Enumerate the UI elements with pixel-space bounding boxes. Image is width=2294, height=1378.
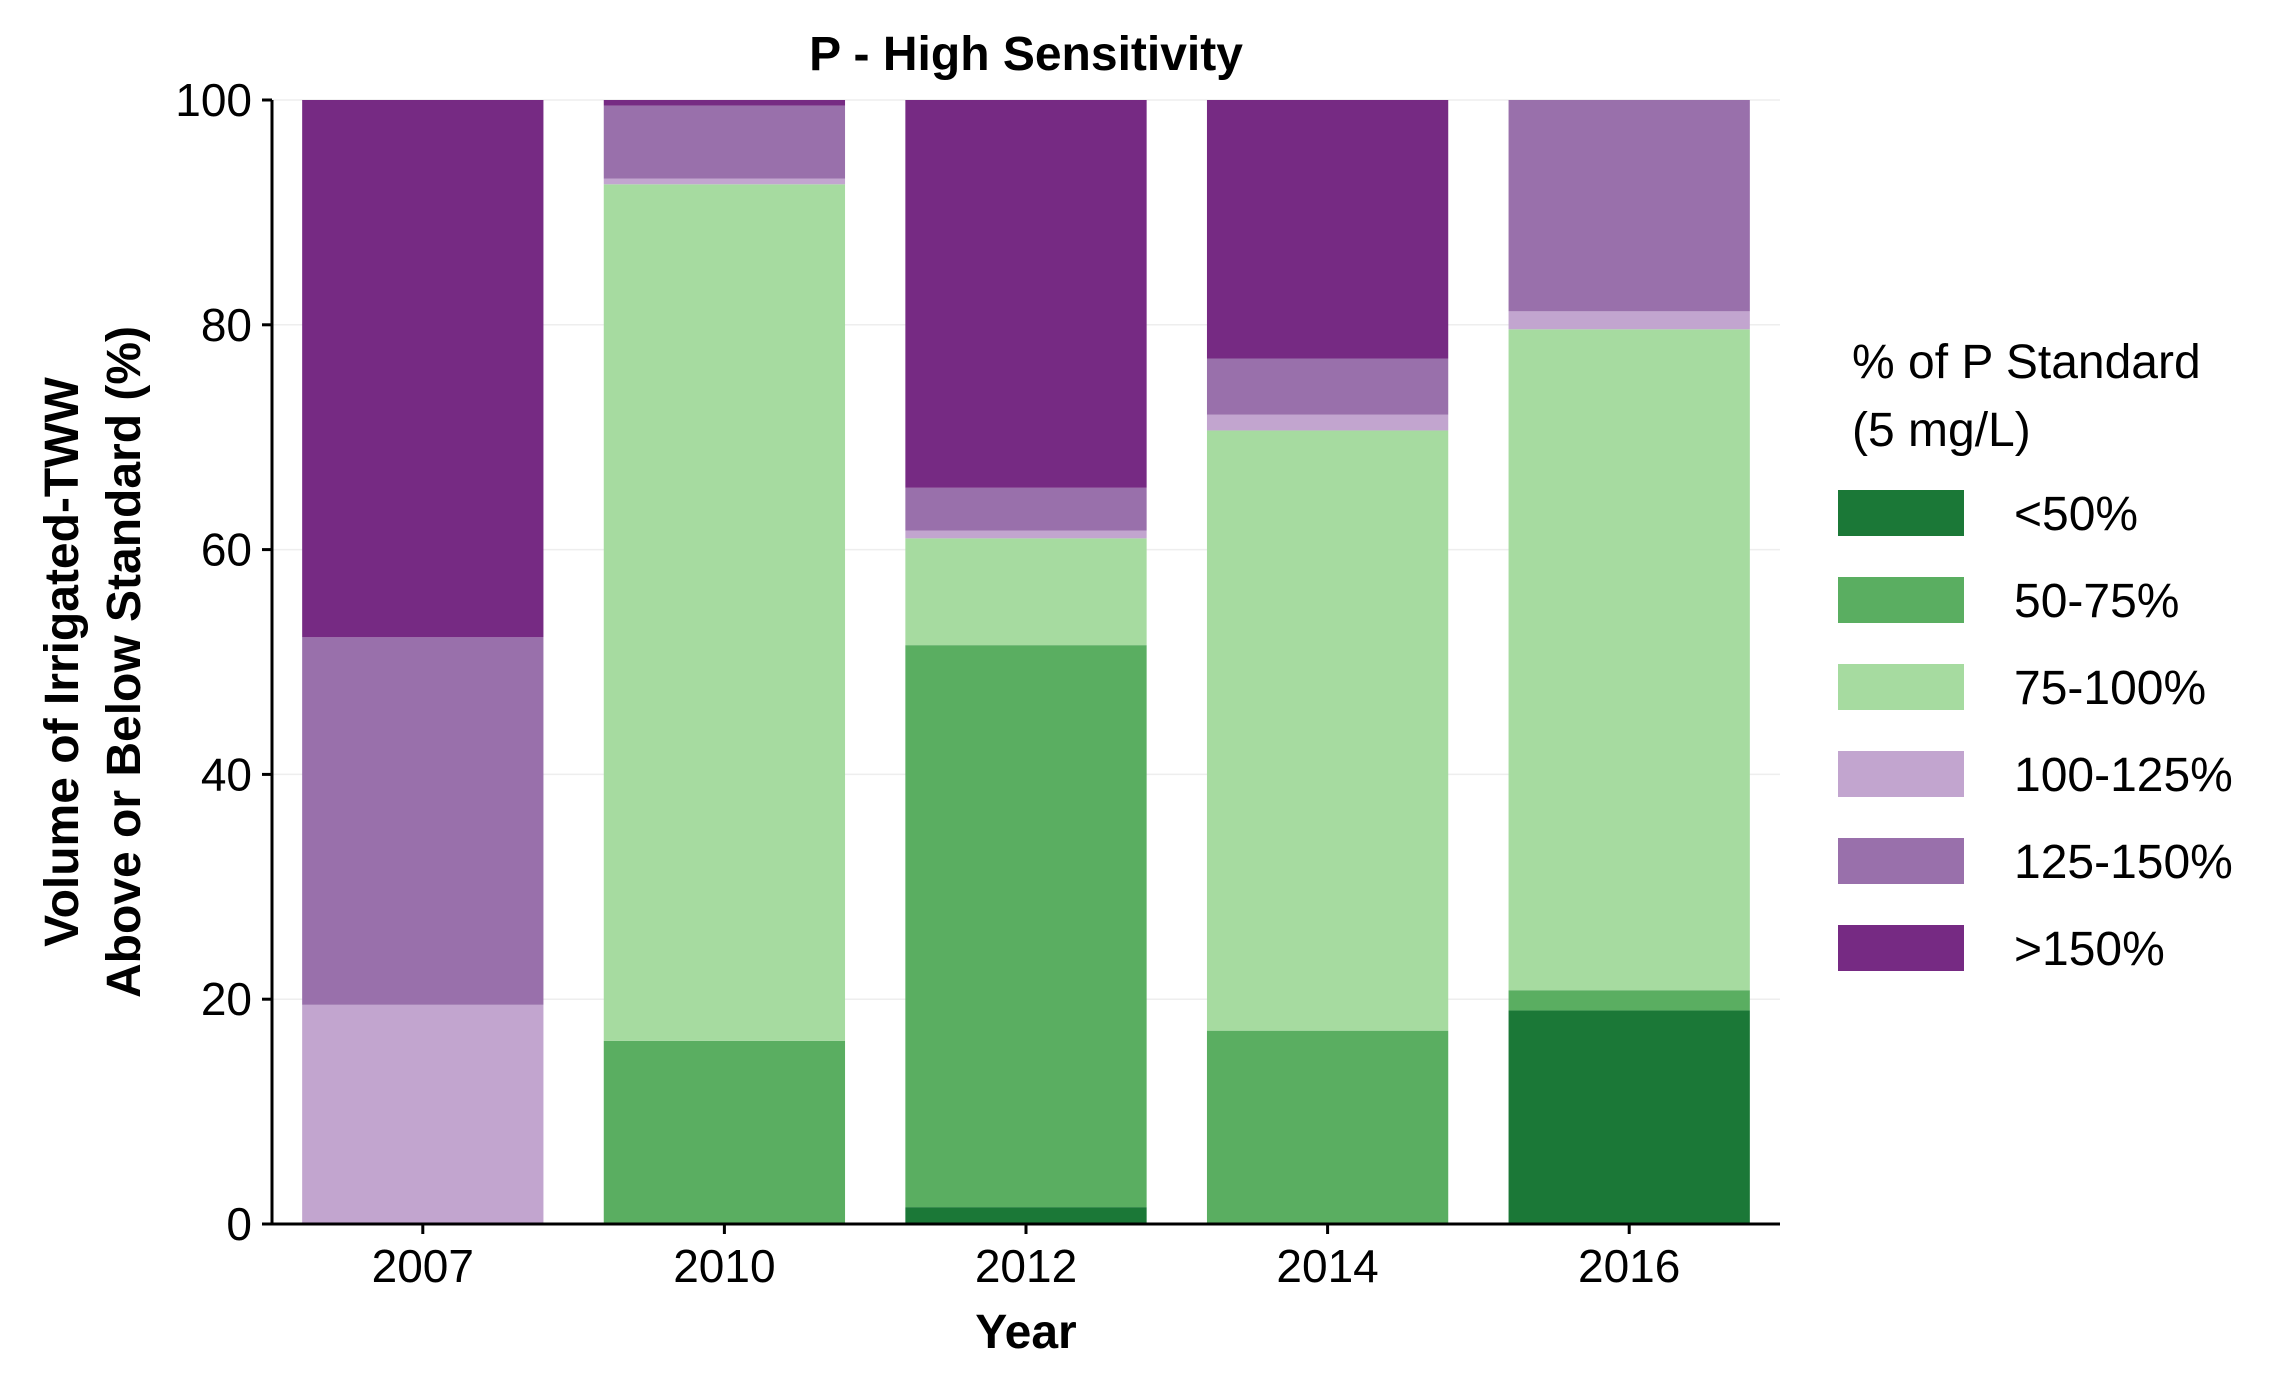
bar-segment xyxy=(302,100,544,638)
bar-segment xyxy=(905,645,1147,1208)
legend-title-line-2: (5 mg/L) xyxy=(1852,404,2031,457)
bar-segment xyxy=(905,100,1147,488)
bar-segment xyxy=(1206,430,1449,1031)
legend: % of P Standard (5 mg/L) <50% 50-75% 75-10… xyxy=(1838,336,2233,976)
x-axis-label: Year xyxy=(975,1306,1076,1359)
legend-swatch xyxy=(1838,577,1964,623)
bar-segment xyxy=(905,538,1147,646)
y-tick-label: 40 xyxy=(201,748,252,800)
x-tick-label: 2016 xyxy=(1578,1240,1680,1292)
legend-label: 125-150% xyxy=(2014,836,2233,889)
bar-segment xyxy=(302,1004,544,1224)
bar-segment xyxy=(1508,100,1750,312)
y-tick-label: 100 xyxy=(175,74,252,126)
legend-label: <50% xyxy=(2014,488,2138,541)
bar-segment xyxy=(1206,1030,1449,1224)
legend-label: >150% xyxy=(2014,923,2165,976)
y-axis-label: Volume of Irrigated-TWW Above or Below S… xyxy=(36,326,151,998)
bar-segment xyxy=(1508,311,1750,330)
bar-segment xyxy=(603,105,846,179)
x-tick-label: 2014 xyxy=(1276,1240,1378,1292)
y-tick-label: 20 xyxy=(201,973,252,1025)
y-tick-label: 80 xyxy=(201,299,252,351)
legend-swatch xyxy=(1838,751,1964,797)
bars xyxy=(302,100,1750,1224)
legend-item: 100-125% xyxy=(1838,749,2233,802)
bar-segment xyxy=(603,1040,846,1224)
legend-item: 50-75% xyxy=(1838,575,2179,628)
bar-segment xyxy=(1206,358,1449,415)
x-tick-label: 2012 xyxy=(975,1240,1077,1292)
chart-title: P - High Sensitivity xyxy=(809,28,1243,81)
bar-segment xyxy=(603,178,846,185)
x-tick-label: 2010 xyxy=(673,1240,775,1292)
y-axis-label-line-1: Volume of Irrigated-TWW xyxy=(36,376,89,946)
legend-label: 75-100% xyxy=(2014,662,2206,715)
legend-swatch xyxy=(1838,838,1964,884)
bar-segment xyxy=(603,184,846,1041)
legend-item: >150% xyxy=(1838,923,2165,976)
legend-items: <50% 50-75% 75-100% 100-125% 125-150% >150% xyxy=(1838,488,2233,976)
bar-segment xyxy=(905,1207,1147,1224)
bar-segment xyxy=(302,637,544,1005)
legend-item: 125-150% xyxy=(1838,836,2233,889)
legend-label: 100-125% xyxy=(2014,749,2233,802)
legend-swatch xyxy=(1838,664,1964,710)
x-ticks: 2007 2010 2012 2014 2016 xyxy=(372,1224,1680,1292)
y-ticks: 0 20 40 60 80 100 xyxy=(175,74,272,1250)
legend-item: 75-100% xyxy=(1838,662,2206,715)
bar-segment xyxy=(905,530,1147,539)
y-tick-label: 60 xyxy=(201,524,252,576)
x-tick-label: 2007 xyxy=(372,1240,474,1292)
y-tick-label: 0 xyxy=(226,1198,252,1250)
bar-segment xyxy=(1508,990,1750,1011)
bar-segment xyxy=(1508,329,1750,991)
bar-segment xyxy=(1206,414,1449,431)
bar-segment xyxy=(603,100,846,106)
legend-label: 50-75% xyxy=(2014,575,2179,628)
y-axis-label-line-2: Above or Below Standard (%) xyxy=(98,326,151,998)
bar-segment xyxy=(1206,100,1449,359)
legend-item: <50% xyxy=(1838,488,2138,541)
bar-segment xyxy=(905,487,1147,531)
bar-segment xyxy=(1508,1010,1750,1224)
legend-swatch xyxy=(1838,490,1964,536)
legend-title-line-1: % of P Standard xyxy=(1852,336,2201,389)
legend-swatch xyxy=(1838,925,1964,971)
